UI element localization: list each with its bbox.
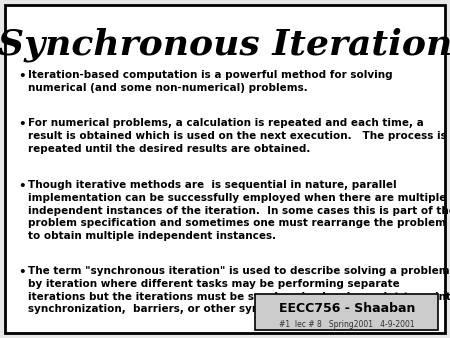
Text: Synchronous Iteration: Synchronous Iteration xyxy=(0,28,450,63)
Text: •: • xyxy=(18,266,26,279)
Text: The term "synchronous iteration" is used to describe solving a problem
by iterat: The term "synchronous iteration" is used… xyxy=(28,266,450,314)
Text: #1  lec # 8   Spring2001   4-9-2001: #1 lec # 8 Spring2001 4-9-2001 xyxy=(279,320,415,329)
Text: •: • xyxy=(18,180,26,193)
Text: Though iterative methods are  is sequential in nature, parallel
implementation c: Though iterative methods are is sequenti… xyxy=(28,180,450,241)
Bar xyxy=(255,294,438,330)
Text: EECC756 - Shaaban: EECC756 - Shaaban xyxy=(279,302,415,315)
Text: •: • xyxy=(18,70,26,83)
Text: For numerical problems, a calculation is repeated and each time, a
result is obt: For numerical problems, a calculation is… xyxy=(28,118,447,153)
Text: •: • xyxy=(18,118,26,131)
Text: Iteration-based computation is a powerful method for solving
numerical (and some: Iteration-based computation is a powerfu… xyxy=(28,70,392,93)
